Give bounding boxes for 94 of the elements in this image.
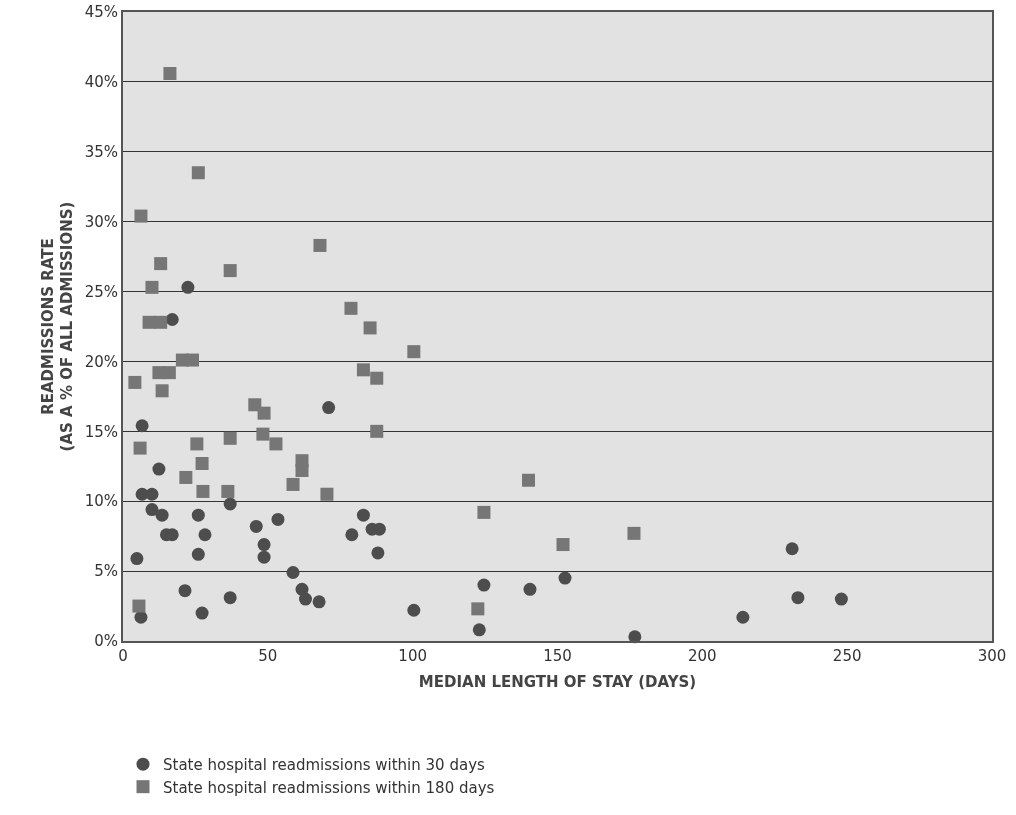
point bbox=[556, 538, 570, 552]
point bbox=[558, 571, 572, 585]
point bbox=[356, 508, 370, 522]
point bbox=[190, 437, 204, 451]
point bbox=[191, 508, 205, 522]
point bbox=[145, 503, 159, 517]
point bbox=[155, 384, 169, 398]
point bbox=[345, 528, 359, 542]
point bbox=[152, 462, 166, 476]
point bbox=[785, 542, 799, 556]
point bbox=[249, 519, 263, 533]
point bbox=[295, 463, 309, 477]
point bbox=[130, 552, 144, 566]
point bbox=[132, 599, 146, 613]
point bbox=[223, 591, 237, 605]
point bbox=[370, 424, 384, 438]
point bbox=[191, 166, 205, 180]
point bbox=[165, 313, 179, 326]
point bbox=[257, 538, 271, 552]
point bbox=[371, 546, 385, 560]
point bbox=[522, 473, 536, 487]
legend-label: State hospital readmissions within 180 days bbox=[163, 778, 495, 797]
x-axis-title: MEDIAN LENGTH OF STAY (DAYS) bbox=[418, 672, 697, 691]
x-tick-label: 300 bbox=[977, 647, 1007, 665]
point bbox=[186, 353, 200, 367]
y-tick-label: 10% bbox=[84, 492, 118, 511]
point bbox=[736, 610, 750, 624]
point bbox=[145, 280, 159, 294]
y-tick-label: 40% bbox=[84, 73, 118, 92]
point bbox=[370, 371, 384, 385]
point bbox=[133, 441, 147, 455]
point bbox=[163, 67, 177, 80]
point bbox=[471, 602, 485, 616]
point bbox=[523, 582, 537, 596]
point bbox=[271, 512, 285, 526]
point bbox=[477, 578, 491, 592]
point bbox=[195, 456, 209, 470]
point bbox=[256, 427, 270, 441]
point bbox=[135, 419, 149, 433]
y-tick-label: 5% bbox=[94, 562, 118, 581]
point bbox=[286, 566, 300, 579]
point bbox=[162, 366, 176, 380]
point bbox=[191, 547, 205, 561]
point bbox=[257, 550, 271, 564]
point bbox=[627, 526, 641, 540]
point bbox=[257, 406, 271, 420]
point bbox=[223, 264, 237, 278]
point bbox=[363, 321, 377, 335]
point bbox=[154, 315, 168, 329]
x-tick-label: 0 bbox=[118, 647, 128, 665]
point bbox=[407, 603, 421, 617]
y-tick-label: 15% bbox=[84, 422, 118, 441]
point bbox=[155, 508, 169, 522]
point bbox=[472, 623, 486, 637]
point bbox=[356, 363, 370, 377]
point bbox=[834, 592, 848, 606]
y-axis-title: READMISSIONS RATE (AS A % OF ALL ADMISSIONS) bbox=[38, 201, 77, 452]
point bbox=[221, 484, 235, 498]
point bbox=[198, 528, 212, 542]
point bbox=[196, 484, 210, 498]
point bbox=[195, 606, 209, 620]
y-tick-label: 35% bbox=[84, 143, 118, 162]
y-tick-label: 25% bbox=[84, 282, 118, 301]
x-tick-label: 50 bbox=[258, 647, 278, 665]
y-tick-label: 30% bbox=[84, 212, 118, 231]
point bbox=[320, 487, 334, 501]
point bbox=[312, 595, 326, 609]
point bbox=[286, 477, 300, 491]
point bbox=[248, 398, 262, 412]
point bbox=[407, 345, 421, 359]
point bbox=[128, 375, 142, 389]
point bbox=[344, 301, 358, 315]
y-tick-label: 45% bbox=[84, 3, 118, 22]
y-tick-label: 0% bbox=[94, 632, 118, 651]
point bbox=[223, 431, 237, 445]
point bbox=[178, 584, 192, 598]
point bbox=[269, 437, 283, 451]
point bbox=[477, 505, 491, 519]
point bbox=[179, 470, 193, 484]
point bbox=[322, 401, 336, 415]
point bbox=[134, 209, 148, 223]
legend-label: State hospital readmissions within 30 days bbox=[163, 756, 485, 775]
x-tick-label: 200 bbox=[688, 647, 717, 665]
point bbox=[299, 592, 312, 606]
x-tick-label: 100 bbox=[398, 647, 427, 665]
point bbox=[313, 238, 327, 252]
point bbox=[145, 487, 159, 501]
x-tick-label: 250 bbox=[832, 647, 862, 665]
point bbox=[791, 591, 805, 605]
y-tick-label: 20% bbox=[84, 352, 118, 371]
x-tick-label: 150 bbox=[543, 647, 572, 665]
point bbox=[181, 280, 195, 294]
point bbox=[223, 497, 237, 511]
point bbox=[154, 257, 168, 271]
